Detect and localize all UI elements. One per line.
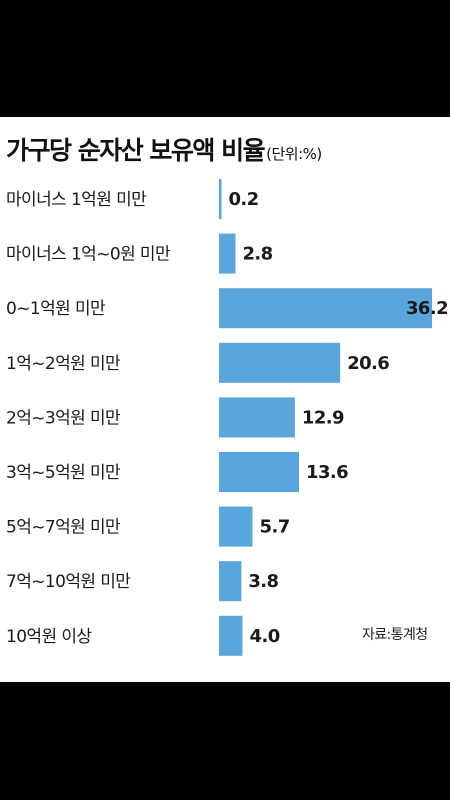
category-label-0: 마이너스 1억원 미만 bbox=[6, 190, 147, 210]
category-label-6: 5억~7억원 미만 bbox=[6, 518, 121, 538]
value-label-5: 13.6 bbox=[306, 462, 348, 483]
value-label-0: 0.2 bbox=[229, 189, 259, 210]
source-label: 자료:통계청 bbox=[362, 627, 428, 643]
chart-panel: 가구당 순자산 보유액 비율 (단위:%) 마이너스 1억원 미만 0.2 마이너스 … bbox=[0, 117, 450, 682]
category-label-7: 7억~10억원 미만 bbox=[6, 572, 131, 592]
value-label-7: 3.8 bbox=[248, 571, 278, 592]
category-label-8: 10억원 이상 bbox=[6, 627, 92, 647]
bar-5 bbox=[219, 452, 299, 492]
bar-8 bbox=[219, 615, 243, 656]
category-label-1: 마이너스 1억~0원 미만 bbox=[6, 245, 171, 265]
bar-0 bbox=[219, 179, 222, 219]
unit-label: (단위:%) bbox=[266, 145, 322, 163]
bar-1 bbox=[219, 233, 236, 274]
bar-3 bbox=[219, 342, 341, 383]
value-label-3: 20.6 bbox=[347, 353, 389, 374]
value-label-4: 12.9 bbox=[302, 407, 344, 428]
value-label-6: 5.7 bbox=[260, 517, 290, 538]
chart-title-block: 가구당 순자산 보유액 비율 (단위:%) bbox=[6, 131, 322, 167]
category-label-3: 1억~2억원 미만 bbox=[6, 354, 121, 374]
bar-2 bbox=[219, 288, 432, 329]
value-label-1: 2.8 bbox=[242, 244, 272, 265]
category-label-5: 3억~5억원 미만 bbox=[6, 463, 121, 483]
category-label-4: 2억~3억원 미만 bbox=[6, 408, 121, 428]
value-label-8: 4.0 bbox=[250, 626, 280, 647]
bar-6 bbox=[219, 506, 253, 547]
bar-7 bbox=[219, 561, 242, 602]
bar-chart: 마이너스 1억원 미만 0.2 마이너스 1억~0원 미만 2.8 0~1억원 미만 36… bbox=[6, 179, 449, 656]
value-label-2: 36.2 bbox=[406, 298, 448, 319]
category-label-2: 0~1억원 미만 bbox=[6, 299, 106, 319]
chart-title: 가구당 순자산 보유액 비율 bbox=[6, 136, 266, 165]
bar-4 bbox=[219, 397, 295, 438]
